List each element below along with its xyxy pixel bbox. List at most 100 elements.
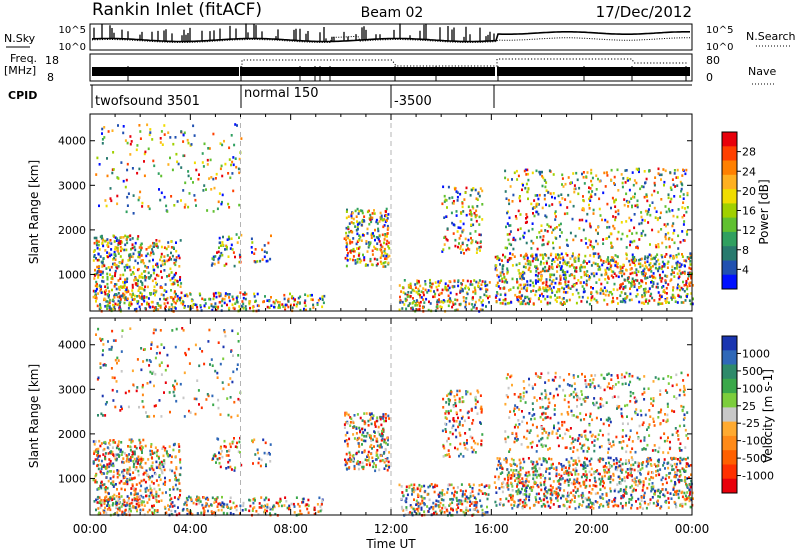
scatter-pixel <box>174 278 177 282</box>
scatter-pixel <box>256 448 259 452</box>
scatter-pixel <box>610 245 613 248</box>
scatter-pixel <box>131 477 133 480</box>
scatter-pixel <box>525 213 528 216</box>
scatter-pixel <box>138 246 141 249</box>
scatter-pixel <box>307 498 310 502</box>
scatter-pixel <box>114 483 117 486</box>
scatter-pixel <box>552 192 555 195</box>
scatter-pixel <box>386 255 389 259</box>
scatter-pixel <box>676 264 678 267</box>
scatter-pixel <box>573 190 576 194</box>
scatter-pixel <box>385 419 387 423</box>
scatter-pixel <box>369 445 372 449</box>
scatter-pixel <box>475 251 478 254</box>
scatter-pixel <box>386 253 389 256</box>
scatter-pixel <box>376 437 379 441</box>
scatter-pixel <box>486 505 488 509</box>
scatter-pixel <box>227 454 230 457</box>
scatter-pixel <box>523 271 526 275</box>
scatter-pixel <box>613 260 616 264</box>
scatter-pixel <box>126 266 129 269</box>
scatter-pixel <box>304 304 307 308</box>
scatter-pixel <box>496 281 499 285</box>
scatter-pixel <box>443 243 446 246</box>
scatter-pixel <box>470 214 473 218</box>
scatter-pixel <box>471 487 474 490</box>
scatter-pixel <box>678 295 681 298</box>
scatter-pixel <box>179 278 181 282</box>
scatter-pixel <box>172 297 175 301</box>
scatter-pixel <box>131 498 134 502</box>
scatter-pixel <box>651 274 653 278</box>
scatter-pixel <box>188 495 190 499</box>
scatter-pixel <box>433 290 435 293</box>
scatter-pixel <box>258 506 261 509</box>
scatter-pixel <box>645 276 648 280</box>
scatter-pixel <box>130 438 133 441</box>
scatter-pixel <box>534 194 537 197</box>
scatter-pixel <box>512 247 515 251</box>
scatter-pixel <box>582 195 584 198</box>
scatter-pixel <box>683 289 686 293</box>
scatter-pixel <box>506 270 509 274</box>
scatter-pixel <box>283 306 286 310</box>
scatter-pixel <box>642 272 645 276</box>
scatter-pixel <box>190 143 193 146</box>
scatter-pixel <box>563 212 566 216</box>
scatter-pixel <box>98 454 101 458</box>
scatter-pixel <box>519 254 522 257</box>
scatter-pixel <box>155 466 158 469</box>
scatter-pixel <box>119 277 122 280</box>
scatter-pixel <box>283 297 286 301</box>
scatter-pixel <box>556 499 559 502</box>
scatter-pixel <box>447 304 450 308</box>
scatter-pixel <box>227 460 230 464</box>
scatter-pixel <box>96 246 99 250</box>
scatter-pixel <box>424 283 427 286</box>
scatter-pixel <box>614 467 617 471</box>
scatter-pixel <box>635 246 638 249</box>
scatter-pixel <box>595 228 597 232</box>
scatter-pixel <box>558 296 561 299</box>
scatter-pixel <box>301 501 304 504</box>
scatter-pixel <box>98 439 101 443</box>
scatter-pixel <box>504 255 507 259</box>
scatter-pixel <box>130 501 133 505</box>
scatter-pixel <box>103 509 106 513</box>
scatter-pixel <box>380 454 383 457</box>
scatter-pixel <box>459 302 462 306</box>
scatter-pixel <box>125 280 128 283</box>
scatter-pixel <box>614 503 617 507</box>
scatter-pixel <box>437 280 440 283</box>
scatter-pixel <box>168 488 171 491</box>
scatter-pixel <box>423 484 426 488</box>
scatter-pixel <box>118 495 121 499</box>
scatter-pixel <box>106 465 109 469</box>
scatter-pixel <box>652 282 655 286</box>
scatter-pixel <box>227 172 230 175</box>
scatter-pixel <box>157 274 160 278</box>
scatter-pixel <box>559 301 562 305</box>
scatter-pixel <box>380 423 383 427</box>
scatter-pixel <box>481 218 484 221</box>
scatter-pixel <box>96 282 98 286</box>
scatter-pixel <box>662 285 665 288</box>
scatter-pixel <box>170 271 173 274</box>
scatter-pixel <box>130 247 132 251</box>
scatter-pixel <box>353 414 356 417</box>
scatter-pixel <box>258 502 261 505</box>
scatter-pixel <box>689 256 692 259</box>
scatter-pixel <box>354 225 357 228</box>
scatter-pixel <box>120 505 123 508</box>
scatter-pixel <box>269 460 272 463</box>
scatter-pixel <box>124 185 127 189</box>
scatter-pixel <box>540 499 543 502</box>
scatter-pixel <box>413 483 416 487</box>
scatter-pixel <box>520 287 523 290</box>
scatter-pixel <box>667 301 670 304</box>
scatter-pixel <box>132 460 135 463</box>
scatter-pixel <box>501 302 504 305</box>
scatter-pixel <box>148 133 151 137</box>
scatter-pixel <box>687 277 689 281</box>
scatter-pixel <box>406 293 409 297</box>
